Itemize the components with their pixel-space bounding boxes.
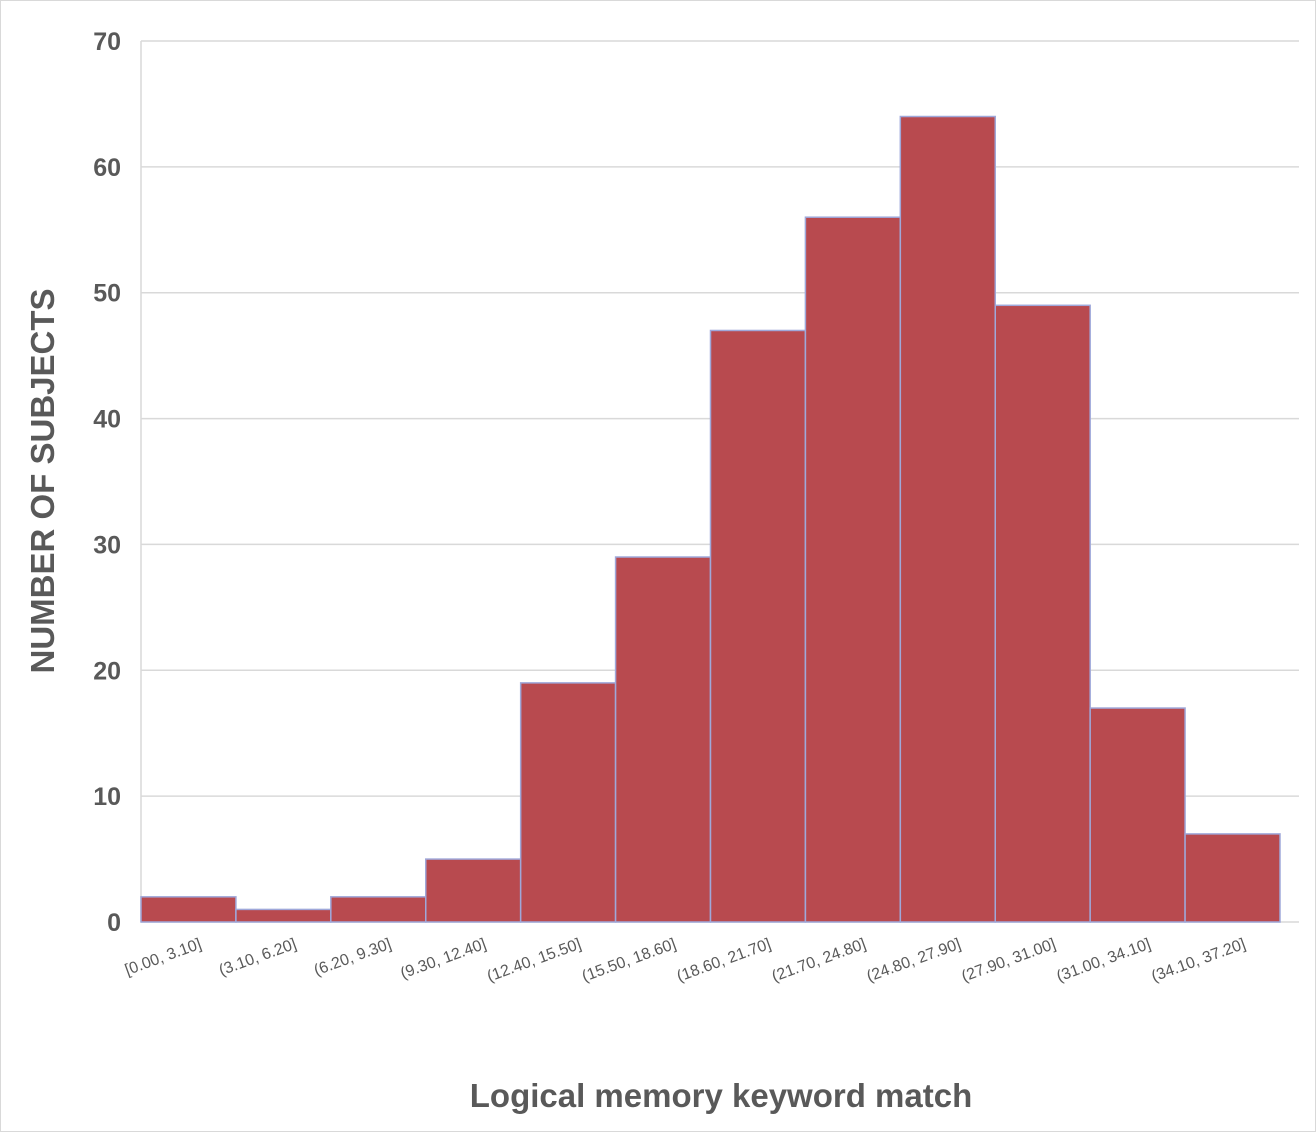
bars	[140, 115, 1281, 923]
y-tick-label: 50	[93, 280, 121, 308]
x-tick-label: (6.20, 9.30]	[312, 936, 394, 980]
y-tick-label: 10	[93, 783, 121, 811]
y-tick-label: 70	[93, 28, 121, 56]
histogram-bar	[804, 216, 902, 923]
y-axis-title: NUMBER OF SUBJECTS	[24, 288, 61, 673]
histogram-bar	[614, 556, 712, 923]
x-tick-label: (15.50, 18.60]	[580, 936, 679, 986]
y-tick-label: 30	[93, 531, 121, 559]
y-tick-label: 0	[107, 909, 121, 937]
x-tick-label: (18.60, 21.70]	[675, 936, 774, 986]
histogram-bar	[1184, 833, 1281, 923]
histogram-bar	[425, 858, 522, 923]
histogram-bar	[140, 896, 237, 923]
y-tick-label: 40	[93, 406, 121, 434]
x-tick-label: (31.00, 34.10]	[1054, 936, 1153, 986]
x-tick-label: [0.00, 3.10]	[123, 936, 204, 979]
x-tick-label: (27.90, 31.00]	[959, 936, 1058, 986]
x-tick-label: (3.10, 6.20]	[217, 936, 299, 980]
histogram-bar	[994, 304, 1091, 923]
x-axis-title: Logical memory keyword match	[470, 1077, 973, 1114]
x-tick-label: (21.70, 24.80]	[770, 936, 869, 986]
histogram-bar	[330, 896, 427, 923]
histogram-bar	[709, 329, 807, 923]
histogram-bar	[519, 682, 617, 923]
y-tick-label: 20	[93, 657, 121, 685]
x-tick-label: (34.10, 37.20]	[1149, 936, 1248, 986]
histogram-bar	[1089, 707, 1186, 923]
histogram-bar	[235, 908, 332, 923]
x-tick-label: (12.40, 15.50]	[485, 936, 584, 986]
x-tick-label: (24.80, 27.90]	[865, 936, 964, 986]
y-tick-label: 60	[93, 154, 121, 182]
y-axis-ticks: 0 10 20 30 40 50 60 70	[93, 28, 121, 937]
x-tick-label: (9.30, 12.40]	[398, 936, 488, 983]
histogram-bar	[899, 115, 996, 923]
x-axis-ticks: [0.00, 3.10] (3.10, 6.20] (6.20, 9.30] (9.3…	[123, 936, 1248, 986]
